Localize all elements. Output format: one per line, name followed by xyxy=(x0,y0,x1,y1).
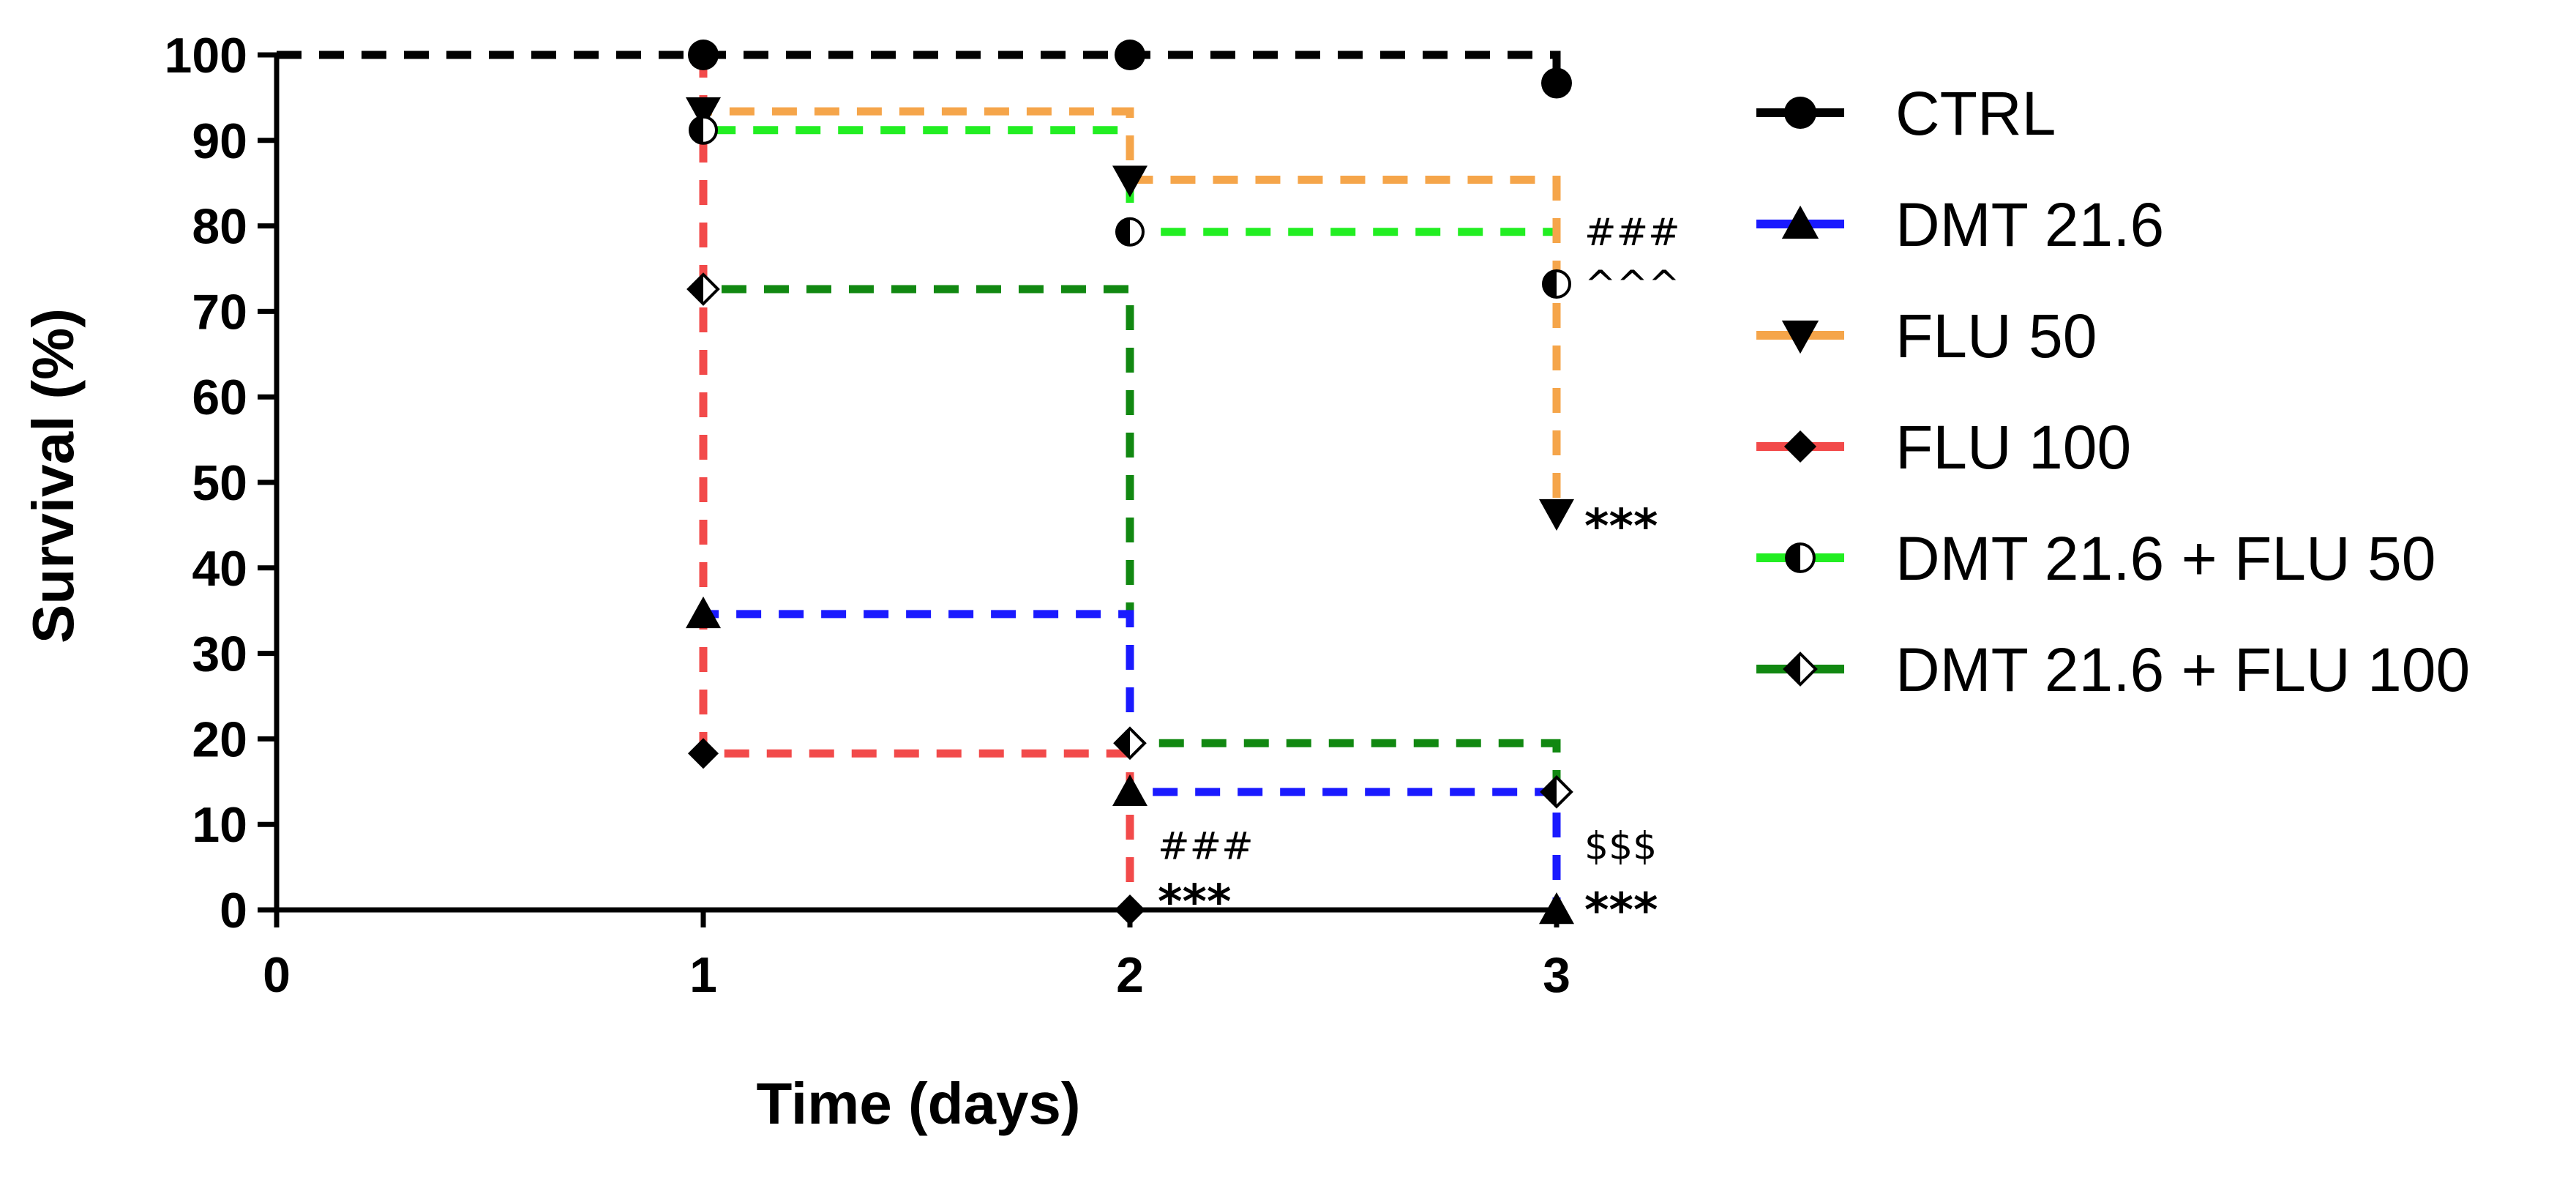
y-tick-label: 50 xyxy=(192,455,247,511)
legend-label: DMT 21.6 xyxy=(1895,190,2164,259)
y-tick-label: 70 xyxy=(192,284,247,340)
x-tick-label: 2 xyxy=(1116,947,1144,1003)
annotation-label: *** xyxy=(1584,884,1658,938)
data-point xyxy=(686,596,721,629)
y-tick-label: 20 xyxy=(192,712,247,767)
legend-label: DMT 21.6 + FLU 100 xyxy=(1895,635,2470,704)
data-point xyxy=(1115,40,1145,70)
data-point xyxy=(1115,895,1145,925)
data-point xyxy=(1539,892,1574,925)
legend-entry: CTRL xyxy=(1756,79,2056,148)
x-axis-label: Time (days) xyxy=(756,1071,1080,1136)
y-tick-label: 10 xyxy=(192,797,247,853)
legend-entry: DMT 21.6 xyxy=(1756,190,2164,259)
y-tick-label: 100 xyxy=(165,28,247,83)
x-tick-label: 0 xyxy=(263,947,291,1003)
axes: 0 10 20 30 40 50 60 70 80 90 100 0 1 2 3 xyxy=(165,28,1570,1003)
data-point xyxy=(1113,726,1147,761)
legend-marker xyxy=(1781,320,1819,354)
x-tick-label: 1 xyxy=(689,947,717,1003)
data-point xyxy=(686,272,720,306)
legend-label: FLU 50 xyxy=(1895,302,2097,370)
legend-entry: FLU 50 xyxy=(1756,302,2097,370)
legend-marker xyxy=(1783,430,1817,463)
data-point xyxy=(1539,498,1574,531)
legend-label: CTRL xyxy=(1895,79,2056,148)
annotation-label: $$$ xyxy=(1584,824,1657,868)
legend-marker xyxy=(1783,651,1818,687)
legend-entry: FLU 100 xyxy=(1756,413,2131,482)
annotation-label: ### xyxy=(1584,211,1680,255)
series-line-dmt-21-6-flu-50 xyxy=(277,51,1561,285)
data-point xyxy=(689,115,718,145)
legend: CTRL DMT 21.6 FLU 50 FLU 100 DMT 21.6 + FLU … xyxy=(1756,79,2470,704)
series-line-flu-50 xyxy=(277,51,1561,514)
y-tick-label: 90 xyxy=(192,113,247,169)
y-tick-label: 30 xyxy=(192,627,247,682)
data-point xyxy=(1540,774,1573,809)
series-line-flu-100 xyxy=(277,51,1134,910)
annotation-label: *** xyxy=(1584,500,1658,554)
legend-label: DMT 21.6 + FLU 50 xyxy=(1895,524,2435,593)
data-point xyxy=(688,738,719,769)
legend-marker xyxy=(1781,205,1819,239)
data-point xyxy=(1112,165,1147,198)
y-axis-label: Survival (%) xyxy=(20,308,86,643)
data-point xyxy=(1541,67,1572,99)
y-tick-label: 80 xyxy=(192,199,247,255)
series-line-ctrl xyxy=(277,51,1561,83)
annotation-label: ^^^ xyxy=(1584,263,1680,307)
series-lines xyxy=(277,51,1561,910)
annotation-label: ### xyxy=(1158,824,1254,868)
y-tick-label: 0 xyxy=(220,883,247,938)
series-line-dmt-21-6-flu-100 xyxy=(277,51,1561,792)
legend-marker xyxy=(1785,542,1816,573)
data-point xyxy=(1112,774,1147,807)
y-tick-label: 60 xyxy=(192,370,247,425)
data-point xyxy=(1115,217,1145,247)
data-point xyxy=(688,40,719,70)
data-point xyxy=(686,97,721,130)
data-point xyxy=(1542,269,1571,299)
legend-entry: DMT 21.6 + FLU 50 xyxy=(1756,524,2435,593)
legend-entry: DMT 21.6 + FLU 100 xyxy=(1756,635,2470,704)
x-tick-label: 3 xyxy=(1543,947,1570,1003)
significance-annotations: ### ^^^ *** ### *** $$$ *** xyxy=(1158,211,1680,938)
annotation-label: *** xyxy=(1158,875,1231,930)
series-markers xyxy=(686,40,1574,925)
legend-label: FLU 100 xyxy=(1895,413,2131,482)
legend-marker xyxy=(1783,96,1817,130)
y-tick-label: 40 xyxy=(192,541,247,597)
